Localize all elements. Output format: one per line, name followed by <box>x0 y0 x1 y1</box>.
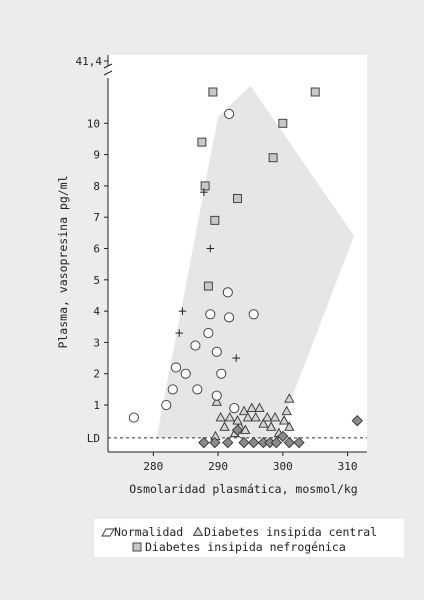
square-point <box>200 181 210 191</box>
y-tick-label: 5 <box>93 274 100 287</box>
triangle-point <box>281 405 292 416</box>
y-tick-label: 2 <box>93 368 100 381</box>
circle-point <box>248 309 259 320</box>
x-tick-label: 290 <box>208 460 228 473</box>
legend-normalidad-swatch <box>101 528 115 537</box>
plus-point <box>232 354 241 362</box>
plus-point <box>200 188 208 196</box>
diamond-point <box>270 436 282 449</box>
triangle-point <box>232 415 243 425</box>
normal-range-region <box>156 85 355 438</box>
circle-point <box>167 384 178 395</box>
circle-point <box>161 399 172 411</box>
legend-nefrogenica-label: Diabetes insipida nefrogénica <box>145 540 346 554</box>
diamond-point <box>222 436 234 449</box>
circle-point <box>229 403 240 414</box>
square-point <box>203 281 213 291</box>
y-tick-label: 1 <box>93 399 100 412</box>
circle-point <box>192 384 203 395</box>
legend-nefrogenica-swatch <box>132 542 142 552</box>
square-point <box>210 215 220 225</box>
y-tick-label: 8 <box>93 180 100 193</box>
y-axis-break-mark <box>103 63 113 69</box>
triangle-point <box>215 412 226 422</box>
triangle-point <box>254 402 265 413</box>
plus-point <box>206 244 215 253</box>
triangle-point <box>224 412 235 422</box>
plus-point <box>175 329 184 337</box>
triangle-point <box>246 402 257 413</box>
circle-point <box>170 362 182 373</box>
legend-box <box>94 519 404 557</box>
triangle-point <box>219 421 230 431</box>
triangle-point <box>284 393 295 403</box>
triangle-point <box>242 412 254 422</box>
diamond-point <box>209 436 221 449</box>
triangle-point <box>240 424 251 434</box>
circle-point <box>216 368 227 379</box>
circle-point <box>190 340 201 351</box>
legend-normalidad-label: Normalidad <box>114 525 183 539</box>
legend-central-label: Diabetes insipida central <box>204 525 377 539</box>
triangle-point <box>238 405 250 416</box>
triangle-point <box>250 412 261 422</box>
triangle-point <box>211 396 222 406</box>
y-tick-label: 9 <box>93 149 100 162</box>
x-tick-label: 310 <box>338 460 358 473</box>
diamond-point <box>293 436 305 449</box>
y-axis-label: Plasma, vasopresina pg/ml <box>56 175 70 348</box>
square-point <box>197 137 207 147</box>
circle-point <box>224 108 235 119</box>
y-axis-break-mark <box>103 70 113 76</box>
circle-point <box>128 412 139 423</box>
x-tick-label: 280 <box>143 460 163 473</box>
triangle-point <box>266 421 277 431</box>
plus-point <box>178 307 187 315</box>
circle-point <box>203 327 214 339</box>
y-tick-label: 7 <box>93 211 100 224</box>
x-tick-label: 300 <box>273 460 293 473</box>
square-point <box>268 153 278 163</box>
circle-point <box>211 346 222 357</box>
square-point <box>278 118 288 128</box>
square-point <box>233 193 242 203</box>
y-tick-label: 10 <box>87 117 100 130</box>
circle-point <box>224 312 235 323</box>
y-tick-label: 6 <box>93 243 100 256</box>
triangle-point <box>284 421 295 431</box>
diamond-point <box>198 436 210 449</box>
legend-central-swatch <box>192 526 204 536</box>
circle-point <box>180 368 191 379</box>
diamond-point <box>238 436 250 449</box>
y-tick-label: 4 <box>93 305 100 318</box>
triangle-point <box>258 418 269 428</box>
triangle-point <box>269 412 281 422</box>
diamond-point <box>277 430 289 442</box>
triangle-point <box>262 412 273 422</box>
diamond-point <box>283 436 295 449</box>
square-point <box>208 87 218 97</box>
circle-point <box>211 390 222 401</box>
y-tick-label: 3 <box>93 336 100 349</box>
diamond-point <box>248 436 260 449</box>
triangle-point <box>278 415 290 425</box>
circle-point <box>222 287 233 298</box>
y-break-label: 41,4 <box>76 55 103 68</box>
diamond-point <box>351 415 363 427</box>
square-point <box>310 87 320 97</box>
diamond-point <box>231 424 244 436</box>
circle-point <box>205 309 216 320</box>
x-axis-label: Osmolaridad plasmática, mosmol/kg <box>129 482 357 496</box>
ld-label: LD <box>87 432 100 445</box>
